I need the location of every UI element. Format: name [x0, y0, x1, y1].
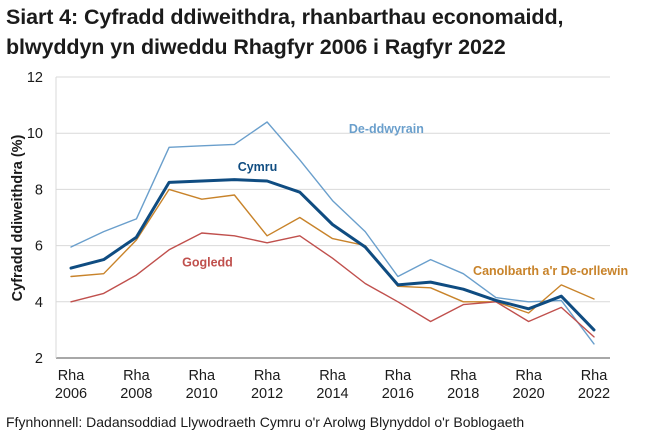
x-tick-label-line1: Rha — [515, 368, 543, 384]
x-tick-label-line1: Rha — [254, 368, 282, 384]
x-tick-label-line1: Rha — [385, 368, 413, 384]
chart-title-line-2: blwyddyn yn diweddu Rhagfyr 2006 i Ragfy… — [6, 35, 506, 59]
series-label-cymru: Cymru — [238, 160, 278, 174]
x-tick-label-line2: 2020 — [512, 386, 544, 402]
series-line-canolbarth-a-r-de-orllewin — [70, 188, 595, 314]
y-axis-label: Cyfradd ddiweithdra (%) — [10, 134, 26, 301]
source-note: Ffynhonnell: Dadansoddiad Llywodraeth Cy… — [6, 414, 525, 430]
x-tick-label-line2: 2016 — [382, 386, 414, 402]
x-tick-label-line2: 2018 — [447, 386, 479, 402]
x-tick-label-line2: 2022 — [578, 386, 610, 402]
y-tick-label: 2 — [35, 351, 43, 367]
x-tick-label-line2: 2010 — [186, 386, 218, 402]
x-tick-label-line1: Rha — [58, 368, 86, 384]
series-label-de-ddwyrain: De-ddwyrain — [349, 122, 424, 136]
chart-title-line-1: Siart 4: Cyfradd ddiweithdra, rhanbartha… — [6, 5, 564, 29]
y-tick-label: 10 — [27, 126, 43, 142]
y-axis-tick-labels: 2 4 6 8 10 12 — [27, 70, 43, 367]
y-tick-label: 8 — [35, 182, 43, 198]
y-tick-label: 12 — [27, 70, 43, 86]
x-tick-label-line1: Rha — [123, 368, 151, 384]
series-lines — [69, 121, 596, 345]
x-tick-label-line2: 2014 — [316, 386, 348, 402]
series-label-gogledd: Gogledd — [182, 256, 233, 270]
series-label-canolbarth-a-r-de-orllewin: Canolbarth a'r De-orllewin — [473, 264, 628, 278]
series-labels: De-ddwyrain Canolbarth a'r De-orllewin Gog… — [182, 122, 628, 278]
chart-title: Siart 4: Cyfradd ddiweithdra, rhanbartha… — [6, 2, 664, 62]
x-tick-label-line2: 2006 — [55, 386, 87, 402]
gridlines — [55, 76, 610, 359]
x-tick-label-line1: Rha — [188, 368, 216, 384]
x-tick-label-line2: 2012 — [251, 386, 283, 402]
y-tick-label: 6 — [35, 239, 43, 255]
y-tick-label: 4 — [35, 295, 43, 311]
x-axis-tick-labels: Rha 2006 Rha 2008 Rha 2010 Rha 2012 Rha 2014 Rha 20… — [55, 368, 610, 402]
x-tick-label-line1: Rha — [450, 368, 478, 384]
series-line-de-ddwyrain — [70, 121, 595, 345]
series-line-gogledd — [70, 232, 595, 338]
series-line-cymru — [69, 178, 596, 332]
x-tick-label-line2: 2008 — [120, 386, 152, 402]
x-tick-label-line1: Rha — [319, 368, 347, 384]
x-tick-label-line1: Rha — [581, 368, 609, 384]
